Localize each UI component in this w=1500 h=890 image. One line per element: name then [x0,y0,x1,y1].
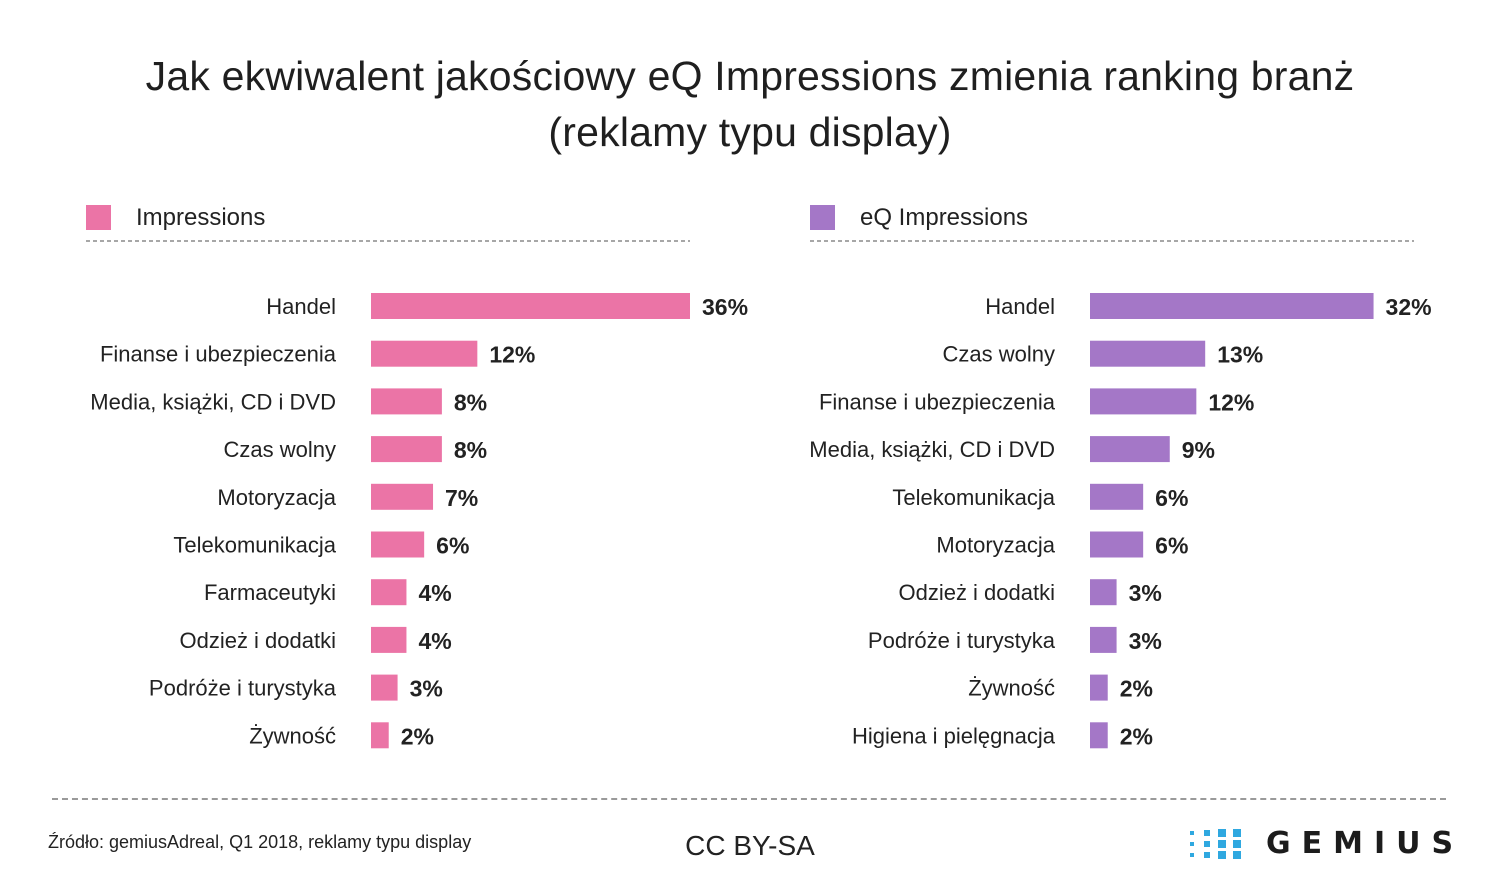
logo-dot [1204,841,1210,847]
value-label: 4% [418,628,451,654]
category-label: Handel [266,294,336,319]
value-label: 2% [1120,723,1153,749]
category-label: Finanse i ubezpieczenia [819,389,1056,414]
value-label: 3% [1129,628,1162,654]
value-label: 4% [418,580,451,606]
value-label: 8% [454,389,487,415]
bar [1090,483,1144,510]
bar [371,293,690,319]
category-label: Czas wolny [943,342,1055,367]
category-label: Motoryzacja [936,533,1055,558]
category-label: Podróże i turystyka [868,628,1056,653]
bar [1090,626,1117,653]
bar [371,388,442,415]
value-label: 6% [1155,485,1188,511]
logo-wordmark: GEMIUS [1266,826,1465,861]
bar [371,674,398,701]
value-label: 3% [410,676,443,702]
bar [371,626,407,653]
bar [371,340,478,367]
bar [371,436,442,463]
category-label: Motoryzacja [217,485,336,510]
chart-panel-1: Impressions Handel 36% Finanse i ubezpiecze… [86,204,748,749]
bar [1090,531,1144,558]
license-label: CC BY-SA [685,830,815,861]
bar [1090,674,1108,701]
value-label: 2% [401,723,434,749]
gemius-logo: GEMIUS [1186,826,1466,862]
value-label: 13% [1217,342,1263,368]
footer-divider [52,798,1446,800]
value-label: 6% [1155,533,1188,559]
logo-dots-icon [1190,829,1241,859]
logo-dot [1218,829,1226,837]
category-label: Telekomunikacja [173,533,336,558]
value-label: 12% [489,342,535,368]
bar [1090,722,1108,749]
source-note: Źródło: gemiusAdreal, Q1 2018, reklamy t… [48,832,472,852]
legend-label: eQ Impressions [860,204,1028,231]
value-label: 12% [1208,389,1254,415]
legend-swatch [810,205,835,230]
category-label: Finanse i ubezpieczenia [100,342,337,367]
category-label: Telekomunikacja [892,485,1055,510]
value-label: 9% [1182,437,1215,463]
value-label: 7% [445,485,478,511]
value-label: 3% [1129,580,1162,606]
logo-dot [1218,851,1226,859]
logo-dot [1233,829,1241,837]
category-label: Higiena i pielęgnacja [852,723,1056,748]
logo-dot [1233,851,1241,859]
category-label: Żywność [968,676,1055,701]
value-label: 36% [702,294,748,320]
bar [1090,388,1197,415]
logo-dot [1190,842,1194,846]
chart-panel-2: eQ Impressions Handel 32% Czas wolny 13% Fina… [809,204,1431,749]
category-label: Farmaceutyki [204,580,336,605]
category-label: Media, książki, CD i DVD [809,437,1055,462]
bar [371,483,434,510]
value-label: 32% [1386,294,1432,320]
category-label: Odzież i dodatki [179,628,336,653]
bar [1090,340,1206,367]
bar [1090,436,1170,463]
logo-dot [1204,830,1210,836]
bar [371,531,425,558]
logo-dot [1218,840,1226,848]
category-label: Żywność [249,723,336,748]
category-label: Podróże i turystyka [149,676,337,701]
chart-title-line-1: Jak ekwiwalent jakościowy eQ Impressions… [145,53,1355,99]
bar [1090,293,1374,319]
legend-label: Impressions [136,204,265,231]
logo-dot [1190,853,1194,857]
logo-dot [1190,831,1194,835]
bar [371,579,407,606]
value-label: 2% [1120,676,1153,702]
category-label: Handel [985,294,1055,319]
chart-title: Jak ekwiwalent jakościowy eQ Impressions… [0,48,1500,160]
logo-dot [1233,840,1241,848]
category-label: Odzież i dodatki [898,580,1055,605]
chart-title-line-2: (reklamy typu display) [548,109,952,155]
category-label: Media, książki, CD i DVD [90,389,336,414]
legend-swatch [86,205,111,230]
value-label: 8% [454,437,487,463]
bar [1090,579,1117,606]
value-label: 6% [436,533,469,559]
category-label: Czas wolny [224,437,336,462]
logo-dot [1204,852,1210,858]
bar [371,722,389,749]
